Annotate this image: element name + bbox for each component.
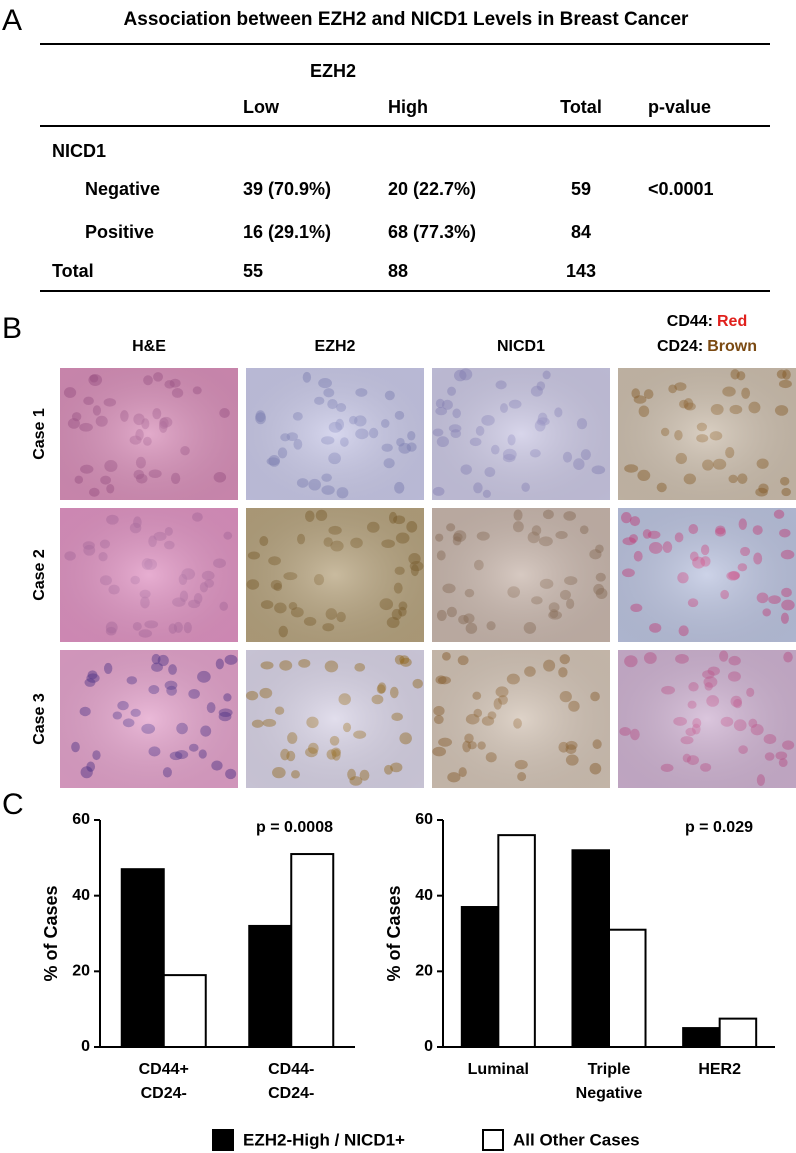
row-label: Positive: [85, 222, 154, 242]
micrograph: [246, 508, 424, 642]
image-shade: [60, 650, 238, 788]
stain-color: Brown: [707, 338, 757, 355]
micrograph: [60, 650, 238, 788]
image-shade: [246, 368, 424, 500]
cell: 39 (70.9%): [243, 179, 331, 199]
row-label: Case 3: [31, 693, 48, 745]
y-tick-label: 60: [415, 811, 433, 828]
image-shade: [246, 508, 424, 642]
column-header: Total: [560, 97, 602, 117]
micrograph: [432, 508, 610, 642]
bar: [290, 853, 335, 1048]
bar: [571, 849, 610, 1048]
x-tick-label: Luminal: [468, 1061, 529, 1078]
column-header: p-value: [648, 97, 711, 117]
legend-swatch: [482, 1129, 504, 1151]
legend-label: All Other Cases: [513, 1130, 640, 1149]
row-group: NICD1: [52, 141, 106, 161]
y-tick-label: 60: [72, 811, 90, 828]
x-tick-label: Triple: [588, 1061, 631, 1078]
image-shade: [618, 650, 796, 788]
y-tick-label: 20: [72, 963, 90, 980]
panel-label: C: [2, 788, 24, 821]
micrograph: [618, 508, 796, 642]
stain-key: CD44: Red: [667, 313, 747, 330]
x-tick-label: CD24-: [268, 1085, 314, 1102]
cell: 88: [388, 261, 408, 281]
cell: 84: [571, 222, 591, 242]
image-shade: [432, 368, 610, 500]
micrograph: [618, 650, 796, 788]
cell: <0.0001: [648, 179, 714, 199]
legend: EZH2-High / NICD1+ All Other Cases: [212, 1129, 640, 1151]
column-header: H&E: [132, 338, 166, 355]
column-header: Low: [243, 97, 280, 117]
x-tick-label: Negative: [576, 1085, 643, 1102]
image-shade: [246, 650, 424, 788]
micrograph: [60, 368, 238, 500]
bar: [718, 1017, 758, 1048]
cell: 143: [566, 261, 596, 281]
stain-label: CD44:: [667, 313, 713, 330]
row-label: Total: [52, 261, 94, 281]
y-tick-label: 40: [72, 887, 90, 904]
y-axis-title: % of Cases: [384, 885, 404, 981]
image-shade: [618, 508, 796, 642]
cell: 59: [571, 179, 591, 199]
x-tick-label: CD24-: [141, 1085, 187, 1102]
bar: [608, 928, 647, 1049]
micrograph: [618, 368, 796, 500]
y-tick-label: 0: [424, 1038, 433, 1055]
panel-label: A: [2, 4, 22, 37]
micrograph: [432, 650, 610, 788]
image-shade: [432, 508, 610, 642]
bar: [248, 924, 293, 1049]
annotation: p = 0.029: [685, 819, 753, 836]
legend-label: EZH2-High / NICD1+: [243, 1130, 405, 1149]
stain-label: CD24:: [657, 338, 703, 355]
row-label: Case 2: [31, 549, 48, 601]
image-shade: [432, 650, 610, 788]
cell: 68 (77.3%): [388, 222, 476, 242]
bar: [162, 974, 207, 1048]
column-header: EZH2: [315, 338, 356, 355]
bar: [120, 868, 165, 1049]
column-header: High: [388, 97, 428, 117]
image-shade: [618, 368, 796, 500]
micrograph: [245, 650, 424, 788]
cell: 20 (22.7%): [388, 179, 476, 199]
row-label: Negative: [85, 179, 160, 199]
x-tick-label: CD44-: [268, 1061, 314, 1078]
bar: [460, 906, 500, 1048]
micrograph: [432, 368, 610, 500]
column-group: EZH2: [310, 61, 356, 81]
cell: 16 (29.1%): [243, 222, 331, 242]
column-header: NICD1: [497, 338, 545, 355]
y-tick-label: 40: [415, 887, 433, 904]
table-title: Association between EZH2 and NICD1 Level…: [124, 9, 690, 30]
y-tick-label: 20: [415, 963, 433, 980]
bar: [497, 834, 536, 1049]
legend-swatch: [212, 1129, 234, 1151]
annotation: p = 0.0008: [256, 819, 333, 836]
bar: [682, 1027, 721, 1049]
micrograph: [60, 508, 238, 642]
stain-key: CD24: Brown: [657, 338, 757, 355]
image-shade: [60, 508, 238, 642]
row-label: Case 1: [31, 408, 48, 460]
stain-color: Red: [717, 313, 747, 330]
x-tick-label: CD44+: [139, 1061, 189, 1078]
y-tick-label: 0: [81, 1038, 90, 1055]
micrograph: [246, 368, 424, 500]
panel-label: B: [2, 312, 22, 345]
x-tick-label: HER2: [698, 1061, 741, 1078]
cell: 55: [243, 261, 263, 281]
image-shade: [60, 368, 238, 500]
y-axis-title: % of Cases: [41, 885, 61, 981]
